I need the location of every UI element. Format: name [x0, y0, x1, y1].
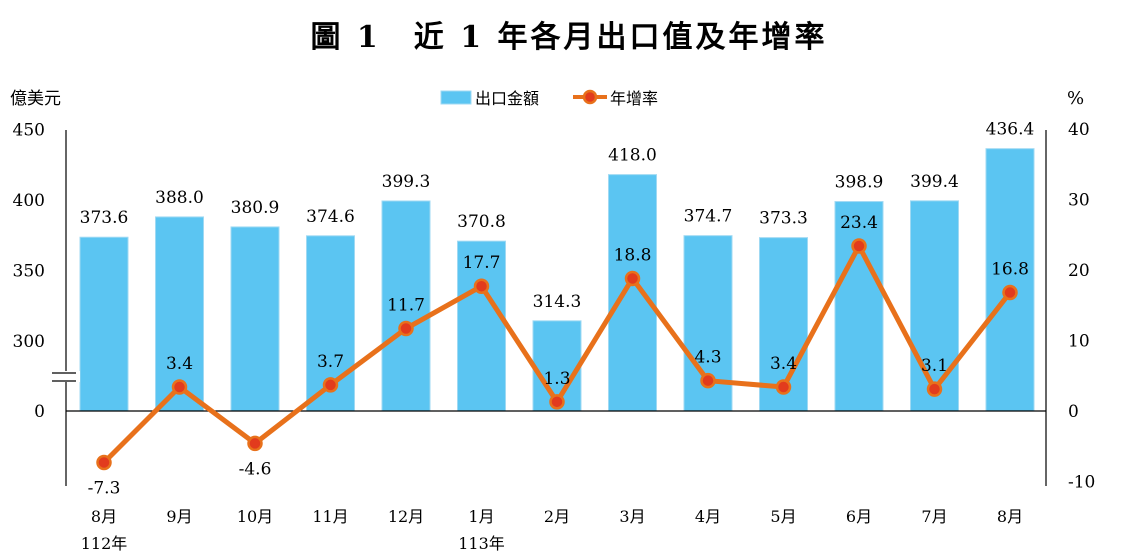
growth-value-label-3: 3.7	[317, 352, 344, 372]
growth-value-label-11: 3.1	[921, 356, 948, 376]
growth-point-4	[398, 320, 414, 337]
growth-point-6	[549, 394, 565, 410]
growth-point-5	[473, 278, 490, 294]
right-tick-label-4: 30	[1068, 191, 1090, 211]
category-label-3: 11月	[312, 507, 348, 526]
growth-value-label-0: -7.3	[88, 478, 121, 498]
legend: 出口金額 年增率	[440, 89, 658, 108]
bar-value-label-0: 373.6	[80, 208, 129, 228]
bar-value-label-4: 399.3	[382, 172, 431, 192]
category-label-9: 5月	[770, 507, 796, 526]
bar-value-label-2: 380.9	[231, 198, 280, 218]
bar-value-label-10: 398.9	[835, 173, 884, 193]
bar-value-label-12: 436.4	[986, 120, 1035, 140]
growth-point-3	[322, 377, 339, 393]
bar-1	[155, 216, 204, 412]
right-tick-label-5: 40	[1068, 120, 1090, 140]
category-label-11: 7月	[921, 507, 947, 526]
category-label-6: 2月	[544, 507, 570, 526]
bars-layer	[79, 148, 1035, 412]
growth-point-7	[624, 270, 641, 287]
bar-value-label-5: 370.8	[457, 212, 506, 232]
bar-value-label-8: 374.7	[684, 207, 733, 227]
axes-layer: 0 300 350 400 450 -10 0 10 20 30 40 億美元 % 8月 112年 9月 10月…	[10, 88, 1095, 553]
growth-value-label-1: 3.4	[166, 354, 193, 374]
bar-value-label-3: 374.6	[306, 207, 355, 227]
growth-point-2	[247, 435, 263, 452]
category-label-4: 12月	[388, 507, 424, 526]
right-tick-label-3: 20	[1068, 261, 1090, 281]
right-tick-label-2: 10	[1068, 332, 1090, 352]
bar-value-label-9: 373.3	[759, 209, 808, 229]
category-label-0: 8月	[91, 507, 117, 526]
growth-point-11	[926, 381, 943, 397]
left-tick-label-0: 0	[34, 402, 45, 422]
growth-point-10	[851, 238, 867, 254]
bar-value-label-6: 314.3	[533, 292, 582, 312]
right-tick-label-1: 0	[1068, 402, 1079, 422]
category-label-10: 6月	[846, 507, 872, 526]
category-label-12: 8月	[997, 507, 1023, 526]
bar-7	[608, 174, 657, 412]
right-tick-label-0: -10	[1068, 473, 1095, 493]
category-label-1: 9月	[166, 507, 192, 526]
bar-12	[985, 148, 1035, 412]
growth-value-label-7: 18.8	[614, 245, 652, 265]
left-tick-label-3: 400	[13, 191, 45, 211]
growth-point-12	[1002, 284, 1018, 301]
bar-value-label-11: 399.4	[910, 172, 959, 192]
growth-point-9	[775, 379, 792, 395]
growth-point-8	[700, 372, 716, 389]
bar-value-label-7: 418.0	[608, 146, 657, 166]
category-label-8: 4月	[695, 507, 721, 526]
left-tick-label-2: 350	[13, 262, 45, 282]
category-label-2: 10月	[237, 507, 273, 526]
left-tick-label-1: 300	[13, 332, 45, 352]
right-axis-unit: %	[1067, 88, 1084, 109]
chart-title: 圖 1 近 1 年各月出口值及年增率	[310, 20, 828, 55]
growth-value-label-8: 4.3	[694, 348, 721, 368]
left-tick-label-4: 450	[13, 121, 45, 141]
category-label-5: 1月	[468, 507, 494, 526]
bar-11	[910, 200, 959, 412]
left-axis-unit: 億美元	[10, 89, 61, 109]
bar-2	[230, 226, 280, 412]
bar-value-label-1: 388.0	[155, 188, 204, 208]
legend-bar-swatch	[440, 90, 472, 105]
labels-layer: 373.6 388.0 380.9 374.6 399.3 370.8 314.3 418.0…	[80, 120, 1035, 499]
category-label-7: 3月	[619, 507, 645, 526]
legend-bar-label: 出口金額	[475, 89, 539, 108]
axis-break-gap	[52, 371, 80, 382]
bar-0	[79, 236, 129, 412]
growth-point-1	[171, 379, 188, 395]
growth-line-layer	[96, 238, 1018, 471]
legend-line-label: 年增率	[610, 89, 658, 108]
legend-line-marker	[582, 89, 598, 105]
growth-value-label-5: 17.7	[463, 253, 501, 273]
year-label-5: 113年	[458, 534, 505, 553]
growth-point-0	[96, 454, 112, 471]
growth-value-label-6: 1.3	[543, 369, 570, 389]
growth-value-label-12: 16.8	[991, 260, 1029, 280]
growth-value-label-2: -4.6	[239, 459, 272, 479]
growth-value-label-10: 23.4	[840, 213, 878, 233]
growth-value-label-9: 3.4	[770, 354, 797, 374]
year-label-0: 112年	[81, 534, 128, 553]
growth-value-label-4: 11.7	[387, 296, 425, 316]
